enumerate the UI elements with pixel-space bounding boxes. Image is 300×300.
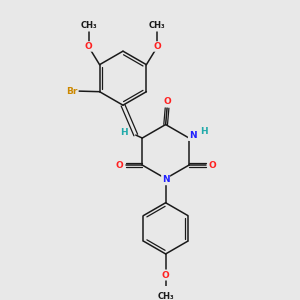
Text: O: O <box>115 160 123 169</box>
Text: H: H <box>120 128 127 137</box>
Text: N: N <box>162 176 170 184</box>
Text: O: O <box>162 271 170 280</box>
Text: O: O <box>85 42 92 51</box>
Text: CH₃: CH₃ <box>157 292 174 300</box>
Text: O: O <box>163 97 171 106</box>
Text: O: O <box>153 42 161 51</box>
Text: O: O <box>208 160 216 169</box>
Text: H: H <box>200 127 208 136</box>
Text: CH₃: CH₃ <box>80 21 97 30</box>
Text: CH₃: CH₃ <box>149 21 166 30</box>
Text: N: N <box>189 131 196 140</box>
Text: Br: Br <box>66 87 77 96</box>
